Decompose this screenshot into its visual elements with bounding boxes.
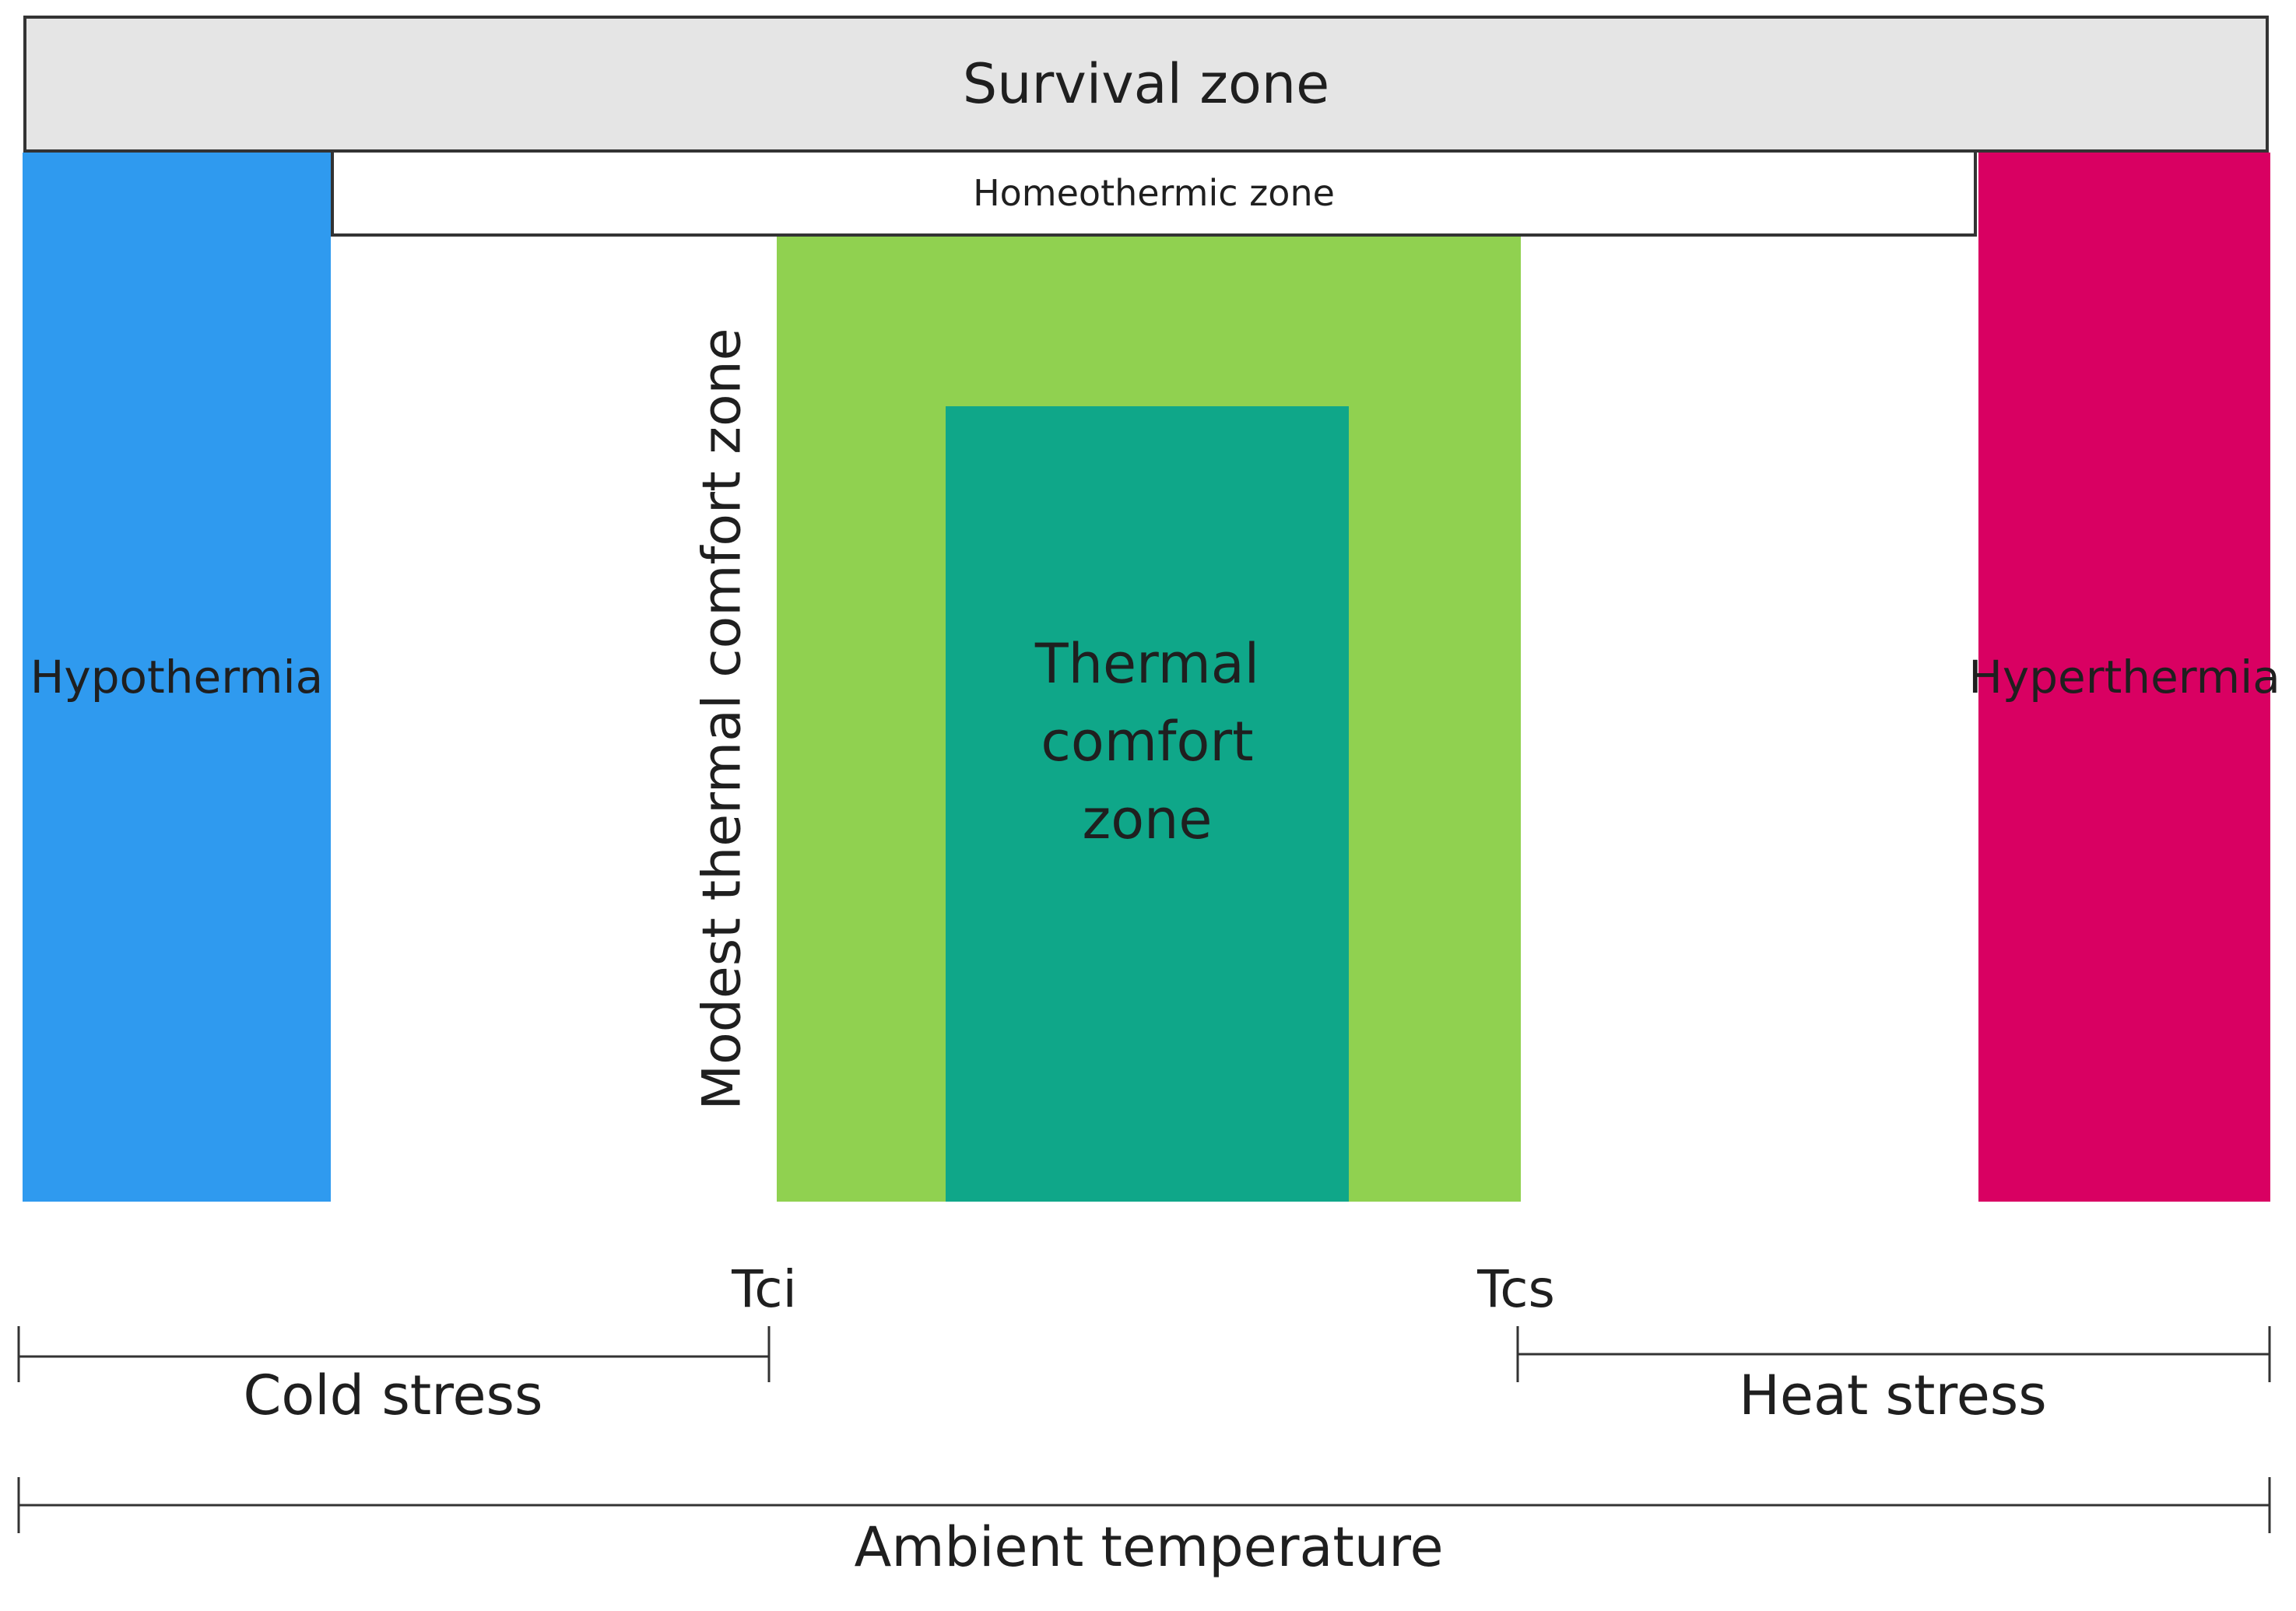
homeothermic-zone-banner: Homeothermic zone xyxy=(331,153,1977,237)
hyperthermia-label: Hyperthermia xyxy=(1968,651,2280,704)
cold-stress-label: Cold stress xyxy=(243,1364,543,1427)
homeothermic-zone-label: Homeothermic zone xyxy=(973,172,1335,214)
tcs-threshold-label: Tcs xyxy=(1477,1259,1555,1319)
survival-zone-label: Survival zone xyxy=(962,52,1330,116)
ambient-temperature-label: Ambient temperature xyxy=(854,1515,1444,1579)
thermal-comfort-zone-label: Thermal comfort zone xyxy=(1034,632,1260,851)
survival-zone-banner: Survival zone xyxy=(23,16,2269,153)
hypothermia-band: Hypothermia xyxy=(23,153,331,1202)
cold-stress-bracket xyxy=(17,1326,771,1382)
heat-stress-label: Heat stress xyxy=(1739,1364,2047,1427)
hypothermia-label: Hypothermia xyxy=(30,651,324,704)
ambient-temperature-bracket xyxy=(17,1477,2271,1533)
tci-threshold-label: Tci xyxy=(732,1259,797,1319)
thermal-comfort-zone: Thermal comfort zone xyxy=(946,406,1349,1202)
heat-stress-bracket xyxy=(1516,1326,2271,1382)
hyperthermia-band: Hyperthermia xyxy=(1968,153,2280,1202)
